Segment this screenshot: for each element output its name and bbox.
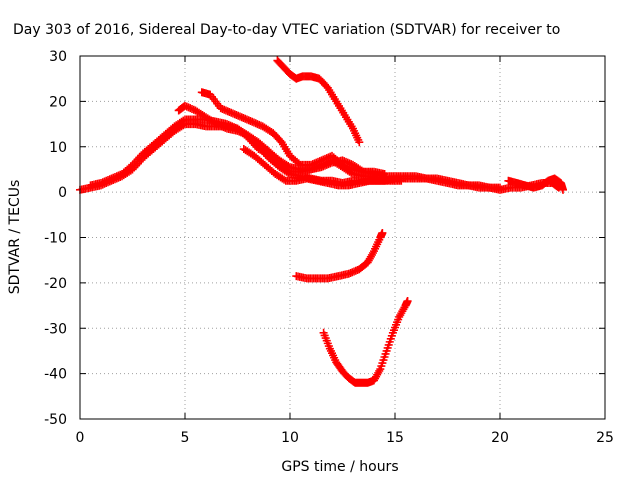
y-tick-label: -30 <box>44 321 67 337</box>
data-point <box>386 334 395 343</box>
y-tick-label: 10 <box>49 140 67 156</box>
data-point <box>355 138 364 147</box>
data-point <box>378 359 387 368</box>
data-point <box>382 346 391 355</box>
y-tick-label: 30 <box>49 49 67 65</box>
data-point <box>380 169 389 178</box>
data-point <box>384 340 393 349</box>
data-point <box>387 331 396 340</box>
y-tick-label: -40 <box>44 367 67 383</box>
x-tick-label: 5 <box>181 430 190 446</box>
chart-title: Day 303 of 2016, Sidereal Day-to-day VTE… <box>13 22 560 38</box>
y-axis: 30 20 10 0 -10 -20 -30 -40 -50 <box>44 49 605 428</box>
x-tick-label: 0 <box>76 430 85 446</box>
data-point <box>385 337 394 346</box>
x-tick-label: 25 <box>596 430 614 446</box>
series-track-5 <box>239 145 406 190</box>
x-tick-label: 20 <box>491 430 509 446</box>
data-point <box>378 228 387 237</box>
y-tick-label: -20 <box>44 276 67 292</box>
plot-frame <box>79 55 606 420</box>
x-axis: 0 5 10 15 20 25 <box>76 56 614 446</box>
series-track-8 <box>292 228 387 283</box>
y-tick-label: 0 <box>58 185 67 201</box>
data-point <box>381 349 390 358</box>
series-track-7 <box>273 56 364 147</box>
x-tick-label: 10 <box>281 430 299 446</box>
series-track-9 <box>319 297 412 387</box>
data-point <box>377 362 386 371</box>
x-tick-label: 15 <box>386 430 404 446</box>
data-point <box>383 343 392 352</box>
data-point <box>397 176 406 185</box>
series-track-3 <box>174 101 389 181</box>
data-point <box>376 365 385 374</box>
data-point <box>380 352 389 361</box>
y-tick-label: -10 <box>44 231 67 247</box>
series-track-6 <box>504 174 567 194</box>
data-point <box>559 185 567 194</box>
y-tick-label: 20 <box>49 94 67 110</box>
y-tick-label: -50 <box>44 412 67 428</box>
series-track-4 <box>197 88 389 178</box>
y-axis-label: SDTVAR / TECUs <box>7 180 23 295</box>
data-point <box>379 356 388 365</box>
data-point <box>403 297 412 306</box>
plot-area <box>76 56 567 387</box>
x-axis-label: GPS time / hours <box>281 459 398 475</box>
data-point <box>496 183 504 192</box>
